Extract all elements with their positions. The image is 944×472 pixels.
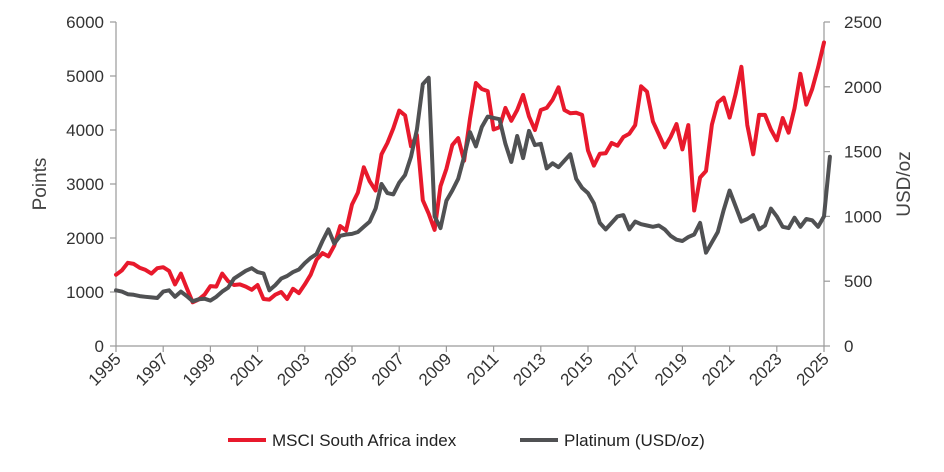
legend-item-platinum: Platinum (USD/oz) <box>520 431 705 450</box>
x-tick-label: 2023 <box>745 349 785 389</box>
legend-item-msci: MSCI South Africa index <box>228 431 457 450</box>
y2-tick-label: 0 <box>844 337 853 356</box>
y2-tick-label: 500 <box>844 272 872 291</box>
x-tick-label: 2017 <box>604 349 644 389</box>
y-axis-title: Points <box>30 158 51 211</box>
y-tick-label: 3000 <box>66 175 104 194</box>
x-tick-label: 2019 <box>651 349 691 389</box>
y-tick-label: 2000 <box>66 229 104 248</box>
series-line-msci-south-africa <box>114 40 826 305</box>
legend-label-platinum: Platinum (USD/oz) <box>564 431 705 450</box>
axes-layer <box>115 22 825 347</box>
y-tick-label: 1000 <box>66 283 104 302</box>
y2-tick-label: 2500 <box>844 13 882 32</box>
y-tick-label: 0 <box>95 337 104 356</box>
y2-tick-label: 1500 <box>844 143 882 162</box>
y2-tick-label: 1000 <box>844 207 882 226</box>
x-tick-label: 1995 <box>85 349 125 389</box>
y2-axis-title: USD/oz <box>894 151 915 216</box>
y-tick-label: 6000 <box>66 13 104 32</box>
x-tick-label: 2015 <box>557 349 597 389</box>
series-layer <box>114 40 832 305</box>
y-tick-label: 5000 <box>66 67 104 86</box>
x-tick-label: 1997 <box>132 349 172 389</box>
y-tick-label: 4000 <box>66 121 104 140</box>
legend-label-msci: MSCI South Africa index <box>272 431 457 450</box>
legend: MSCI South Africa index Platinum (USD/oz… <box>228 431 705 450</box>
y2-tick-label: 2000 <box>844 78 882 97</box>
series-line-platinum <box>114 75 832 304</box>
x-tick-label: 2021 <box>698 349 738 389</box>
x-tick-label: 2003 <box>273 349 313 389</box>
x-tick-label: 1999 <box>179 349 219 389</box>
x-tick-label: 2001 <box>226 349 266 389</box>
ticks-layer: 0 1000 2000 3000 4000 5000 6000 0 500 1000 1500 200… <box>66 13 882 390</box>
x-tick-label: 2013 <box>509 349 549 389</box>
x-tick-label: 2011 <box>463 349 502 388</box>
x-tick-label: 2025 <box>793 349 833 389</box>
x-tick-label: 2005 <box>321 349 361 389</box>
x-tick-label: 2009 <box>415 349 455 389</box>
x-tick-label: 2007 <box>368 349 408 389</box>
